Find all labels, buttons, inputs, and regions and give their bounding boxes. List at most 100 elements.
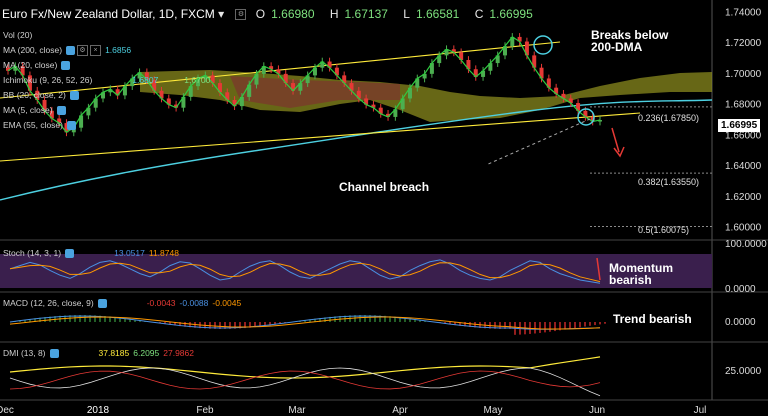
- indicator-ema55[interactable]: EMA (55, close): [3, 120, 76, 131]
- candle: [254, 73, 259, 85]
- candle: [312, 67, 317, 76]
- candle: [386, 113, 391, 117]
- candle: [378, 107, 383, 114]
- candle: [210, 75, 215, 84]
- candle: [13, 66, 18, 71]
- candle: [364, 98, 369, 105]
- candle: [261, 66, 266, 74]
- open-value: 1.66980: [271, 7, 315, 21]
- candle: [6, 67, 10, 71]
- candle: [473, 69, 478, 77]
- bearish-arrow: [611, 127, 620, 153]
- eye-icon[interactable]: [49, 349, 59, 359]
- settings-icon[interactable]: ⚙: [77, 45, 89, 57]
- candle: [144, 72, 149, 80]
- stoch-d-line: [9, 262, 601, 283]
- dmi-legend[interactable]: DMI (13, 8) 37.8185 6.2095 27.9862: [3, 348, 194, 359]
- ohlc-readout: O 1.66980 H 1.67137 L 1.66581 C 1.66995: [255, 7, 533, 21]
- eye-icon[interactable]: [67, 121, 76, 131]
- candle: [422, 73, 427, 79]
- indicator-ma20[interactable]: MA (20, close): [3, 60, 71, 71]
- y-tick-label: 1.68000: [725, 100, 762, 111]
- candle: [276, 69, 281, 74]
- candle: [247, 84, 252, 97]
- candle: [152, 80, 157, 91]
- candle: [568, 98, 573, 104]
- close-icon[interactable]: ×: [90, 45, 102, 57]
- y-tick-label: 1.60000: [725, 223, 762, 234]
- candle: [510, 36, 515, 47]
- candle: [517, 36, 522, 42]
- highlight-circle: [577, 108, 595, 126]
- chart-header: Euro Fx/New Zealand Dollar, 1D, FXCM ▾ ⚙…: [2, 7, 545, 21]
- candle: [598, 120, 602, 122]
- candle: [203, 75, 208, 79]
- y-tick-label: 1.62000: [725, 192, 762, 203]
- candle: [356, 90, 361, 99]
- annotation-trend: Trend bearish: [613, 312, 692, 326]
- y-tick-label: 1.64000: [725, 161, 762, 172]
- candle: [232, 100, 237, 107]
- x-tick-label: Jun: [589, 405, 605, 416]
- stoch-band: [0, 254, 712, 288]
- indicator-ma5[interactable]: MA (5, close): [3, 105, 66, 116]
- stoch-tick-label: 0.0000: [725, 284, 756, 295]
- candle: [137, 72, 142, 79]
- indicator-ma200[interactable]: MA (200, close) ⚙ × 1.6856: [3, 45, 132, 57]
- indicator-vol[interactable]: Vol (20): [3, 30, 33, 40]
- dmi-tick-label: 25.0000: [725, 366, 762, 377]
- close-value: 1.66995: [489, 7, 533, 21]
- indicator-ichimoku[interactable]: Ichimoku (9, 26, 52, 26) 1.6807 1.6700: [3, 75, 211, 85]
- di-plus-line: [9, 367, 601, 397]
- eye-icon[interactable]: [97, 299, 107, 309]
- candle: [217, 83, 222, 93]
- x-tick-label: Mar: [288, 405, 306, 416]
- candle: [444, 49, 449, 56]
- candle: [583, 110, 588, 117]
- y-tick-label: 1.66000: [725, 130, 762, 141]
- channel-lower-line: [0, 112, 641, 162]
- candle: [576, 103, 581, 111]
- settings-icon[interactable]: ⚙: [235, 9, 247, 21]
- candle: [327, 61, 332, 68]
- symbol-dropdown[interactable]: Euro Fx/New Zealand Dollar, 1D, FXCM ▾: [2, 7, 225, 21]
- candle: [466, 60, 471, 70]
- indicator-bb[interactable]: BB (20, close, 2): [3, 90, 79, 101]
- eye-icon[interactable]: [69, 91, 79, 101]
- eye-icon[interactable]: [65, 249, 75, 259]
- x-tick-label: Feb: [196, 405, 214, 416]
- current-price-badge: 1.66995: [718, 119, 761, 132]
- candle: [349, 83, 354, 91]
- macd-legend[interactable]: MACD (12, 26, close, 9) -0.0043 -0.0088 -0.…: [3, 298, 242, 309]
- eye-icon[interactable]: [66, 46, 76, 56]
- candle: [181, 96, 186, 108]
- symbol-title: Euro Fx/New Zealand Dollar, 1D, FXCM: [2, 7, 215, 21]
- candle: [400, 98, 405, 110]
- stoch-legend[interactable]: Stoch (14, 3, 1) 13.0517 11.8748: [3, 248, 179, 259]
- candle: [35, 90, 40, 100]
- stoch-tick-label: 100.0000: [725, 239, 767, 250]
- candle: [166, 98, 171, 105]
- x-tick-label: Jul: [694, 405, 707, 416]
- candle: [188, 86, 193, 97]
- candle: [291, 83, 296, 91]
- candle: [239, 96, 244, 107]
- candle: [320, 61, 325, 68]
- x-tick-label: Apr: [392, 405, 408, 416]
- candle: [20, 66, 25, 76]
- eye-icon[interactable]: [61, 61, 71, 71]
- candle: [590, 116, 595, 122]
- candle: [122, 86, 127, 96]
- candle: [305, 75, 310, 84]
- candle: [407, 87, 412, 99]
- low-value: 1.66581: [415, 7, 460, 21]
- candle: [561, 93, 566, 99]
- candle: [532, 55, 537, 68]
- x-tick-label: 2018: [87, 405, 110, 416]
- eye-icon[interactable]: [56, 106, 66, 116]
- candle: [101, 92, 106, 99]
- candle: [437, 55, 442, 64]
- stoch-k-line: [9, 259, 601, 284]
- projection-arrow: [485, 118, 591, 166]
